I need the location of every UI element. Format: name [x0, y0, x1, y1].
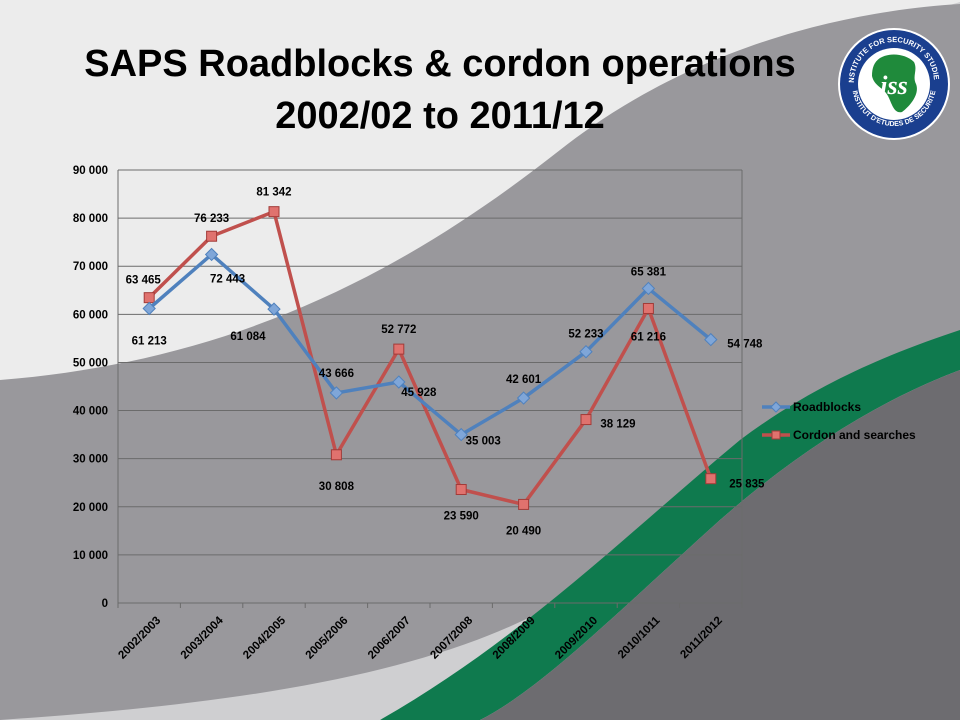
cordon-point — [518, 498, 530, 510]
title-line-2: 2002/02 to 2011/12 — [275, 95, 605, 137]
roadblocks-point — [267, 302, 281, 316]
legend-marker-square — [771, 430, 781, 440]
cordon-point — [206, 230, 218, 242]
cordon-point — [642, 302, 654, 314]
data-labels: 61 213 72 443 61 084 43 666 45 928 35 003 42 6… — [126, 187, 765, 538]
cordon-point — [705, 473, 717, 485]
x-tick-label: 2004/2005 — [241, 614, 288, 661]
cordon-data-label: 25 835 — [729, 479, 765, 491]
x-tick-label: 2002/2003 — [116, 615, 163, 662]
roadblocks-point — [641, 281, 656, 296]
cordon-data-label: 52 772 — [381, 324, 416, 336]
cordon-point — [580, 414, 592, 426]
y-tick-label: 20 000 — [73, 502, 108, 514]
y-tick-label: 80 000 — [73, 213, 108, 225]
y-tick-label: 0 — [102, 598, 108, 610]
cordon-data-label: 30 808 — [319, 481, 355, 493]
cordon-data-label: 61 216 — [631, 331, 666, 343]
roadblocks-point — [204, 247, 219, 262]
roadblocks-data-label: 72 443 — [210, 273, 245, 285]
cordon-data-label: 20 490 — [506, 525, 541, 537]
roadblocks-data-label: 35 003 — [466, 436, 501, 448]
roadblocks-data-label: 65 381 — [631, 266, 667, 278]
cordon-data-label: 23 590 — [444, 511, 479, 523]
x-tick-label: 2011/2012 — [678, 615, 724, 661]
chart-series — [142, 206, 718, 510]
y-tick-label: 30 000 — [73, 454, 108, 466]
y-tick-label: 40 000 — [73, 406, 108, 418]
roadblocks-data-label: 45 928 — [401, 387, 437, 399]
chart-legend: Roadblocks Cordon and searches — [762, 400, 916, 442]
cordon-point — [268, 206, 280, 218]
cordon-data-label: 81 342 — [256, 187, 291, 199]
cordon-point — [393, 343, 405, 355]
legend-label: Cordon and searches — [793, 428, 916, 442]
roadblocks-data-label: 61 084 — [230, 331, 266, 343]
series-line-roadblocks — [148, 252, 712, 437]
roadblocks-data-label: 43 666 — [319, 368, 354, 380]
y-tick-label: 60 000 — [73, 309, 108, 321]
y-tick-label: 10 000 — [73, 550, 108, 562]
x-tick-label: 2006/2007 — [366, 615, 413, 662]
series-line-cordon-and-searches — [147, 209, 713, 507]
cordon-point — [330, 449, 342, 461]
roadblocks-point — [454, 427, 468, 442]
title-line-1: SAPS Roadblocks & cordon operations — [84, 43, 796, 85]
x-tick-label: 2003/2004 — [179, 614, 226, 661]
cordon-point — [455, 484, 467, 496]
cordon-data-label: 38 129 — [600, 419, 635, 431]
y-axis: 0 10 000 20 000 30 000 40 000 50 000 60 000 70 … — [73, 165, 743, 610]
cordon-data-label: 63 465 — [126, 275, 162, 287]
x-tick-label: 2005/2006 — [304, 615, 351, 662]
cordon-point — [143, 292, 155, 304]
roadblocks-data-label: 42 601 — [506, 374, 542, 386]
roadblocks-point — [704, 332, 718, 347]
legend-marker-diamond — [770, 401, 782, 413]
logo-monogram: iss — [880, 71, 907, 100]
roadblocks-data-label: 54 748 — [727, 339, 763, 351]
roadblocks-point — [142, 301, 156, 316]
legend-label: Roadblocks — [793, 400, 861, 414]
roadblocks-point — [579, 344, 593, 359]
iss-logo: iss INSTITUTE FOR SECURITY STUDIES INSTI… — [836, 22, 950, 140]
y-tick-label: 50 000 — [73, 357, 108, 369]
roadblocks-point — [516, 391, 531, 405]
roadblocks-data-label: 52 233 — [568, 329, 603, 341]
cordon-data-label: 76 233 — [194, 213, 229, 225]
roadblocks-point — [392, 375, 406, 389]
y-tick-label: 70 000 — [73, 261, 108, 273]
x-tick-label: 2009/2010 — [553, 615, 600, 662]
slide-title: SAPS Roadblocks & cordon operations 2002… — [20, 38, 860, 142]
y-tick-label: 90 000 — [73, 165, 108, 177]
x-axis: 2002/2003 2003/2004 2004/2005 2005/2006 2006… — [116, 602, 743, 662]
x-tick-label: 2010/1011 — [616, 614, 663, 661]
x-tick-label: 2007/2008 — [428, 614, 475, 661]
roadblocks-point — [329, 386, 344, 400]
x-tick-label: 2008/2009 — [491, 615, 538, 662]
roadblocks-data-label: 61 213 — [132, 335, 167, 347]
